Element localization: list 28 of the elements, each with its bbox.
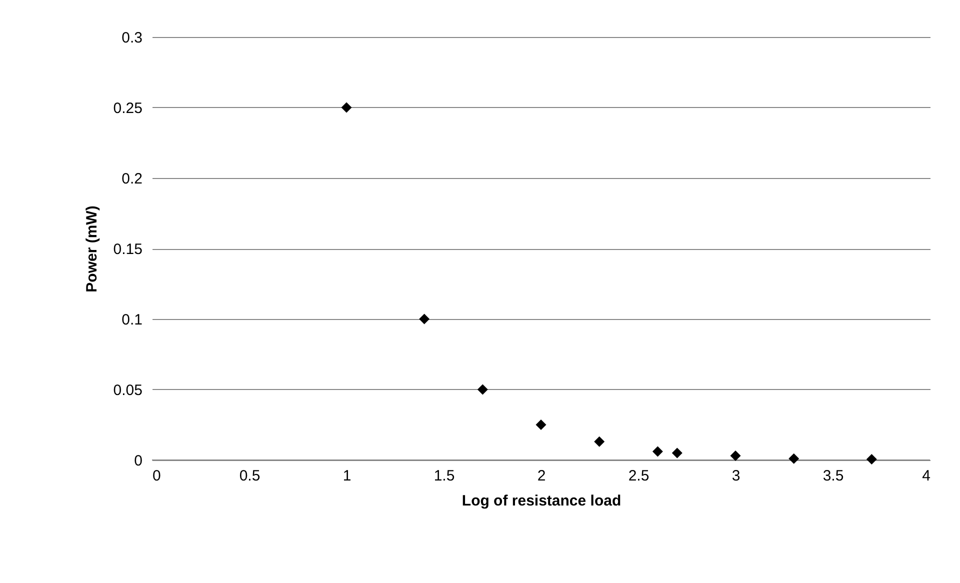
y-tick-label: 0.15 (113, 241, 142, 258)
y-tick-label: 0.05 (113, 382, 142, 399)
point (730, 450, 741, 462)
x-tick-label: 1 (342, 468, 352, 484)
y-tick-label: 0.25 (113, 100, 142, 117)
y-tick-label: 0 (134, 452, 142, 470)
point (652, 446, 663, 457)
x-tick-label: 2 (537, 468, 546, 484)
point (341, 102, 352, 113)
point (866, 454, 877, 465)
point (536, 420, 546, 430)
point (788, 453, 800, 464)
point (419, 314, 430, 324)
point (477, 384, 488, 395)
point (672, 448, 682, 458)
x-tick-label: 0.5 (239, 468, 260, 484)
point (594, 436, 605, 447)
x-axis-title: Log of resistance load (462, 492, 622, 510)
y-tick-label: 0.1 (122, 312, 142, 328)
x-tick-label: 2.5 (628, 468, 650, 484)
x-tick-label: 4 (922, 468, 930, 484)
y-tick-label: 0.2 (122, 170, 142, 188)
x-tick-label: 3.5 (822, 468, 844, 484)
x-tick-label: 1.5 (434, 468, 455, 484)
y-axis-title: Power (mW) (83, 206, 100, 292)
x-tick-label: 3 (732, 468, 740, 484)
y-tick-label: 0.3 (122, 30, 142, 46)
x-tick-label: 0 (152, 468, 161, 484)
